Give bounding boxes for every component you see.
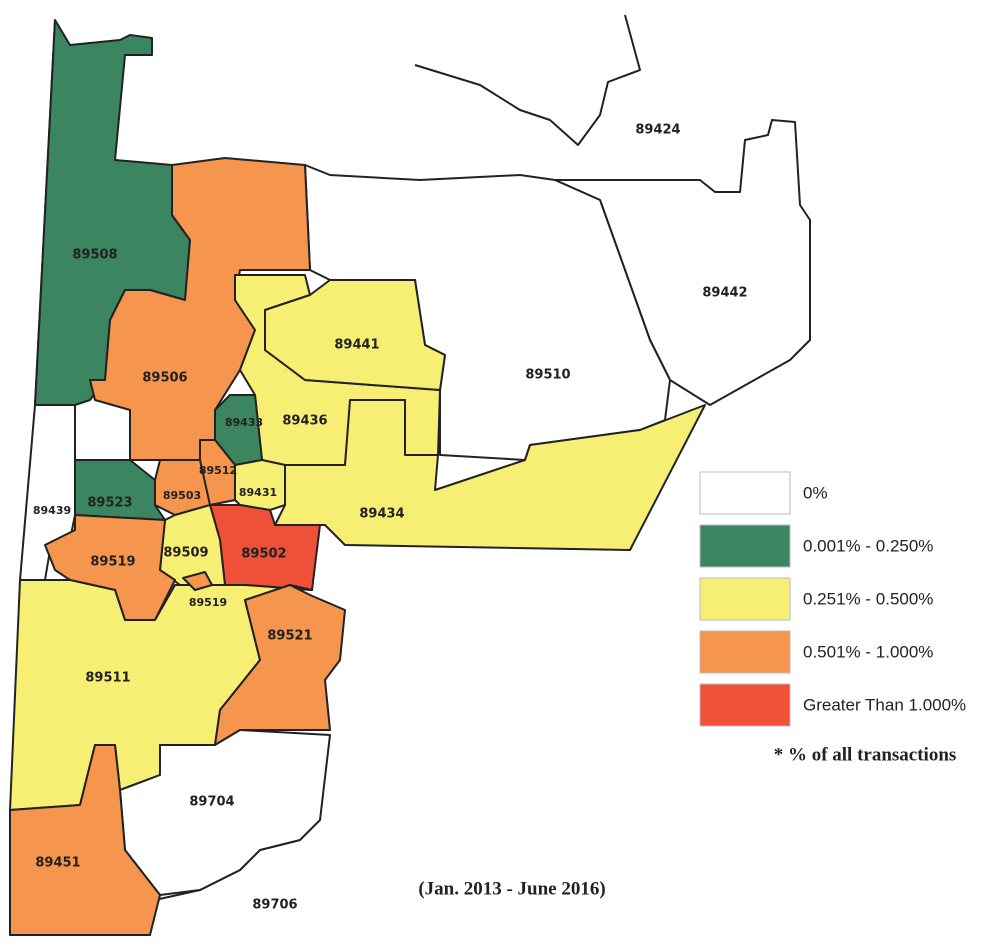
zip-label: 89503: [163, 489, 201, 502]
boundary-89424: [414, 14, 641, 146]
zip-label: 89506: [142, 371, 187, 386]
legend-label: 0.001% - 0.250%: [803, 536, 933, 555]
region-89704: [119, 729, 331, 896]
region-89441: [264, 279, 446, 391]
zip-label: 89519: [189, 596, 227, 609]
zip-label: 89509: [163, 546, 208, 561]
zip-label: 89704: [189, 795, 234, 810]
zip-label: 89442: [702, 286, 747, 301]
legend-swatch: [699, 683, 791, 727]
legend-swatch: [699, 471, 791, 515]
zip-label: 89512: [199, 464, 237, 477]
legend-label: 0%: [803, 483, 828, 502]
zip-label: 89439: [33, 504, 71, 517]
zip-label: 89424: [635, 123, 680, 138]
legend-swatch: [699, 630, 791, 674]
legend-swatch: [699, 524, 791, 568]
region-89519: [44, 514, 176, 621]
zip-label: 89511: [85, 671, 130, 686]
zip-label: 89510: [525, 368, 570, 383]
zip-label: 89523: [87, 496, 132, 511]
zip-label: 89451: [35, 856, 80, 871]
zip-label: 89441: [334, 338, 379, 353]
region-89519-small: [182, 571, 213, 591]
region-89451: [9, 744, 161, 936]
zip-label: 89431: [239, 486, 277, 499]
zip-label: 89521: [267, 629, 312, 644]
legend-swatch: [699, 577, 791, 621]
legend-note: * % of all transactions: [774, 744, 957, 765]
zip-label: 89519: [90, 555, 135, 570]
zip-label: 89434: [359, 507, 404, 522]
zip-label: 89706: [252, 898, 297, 913]
legend: 0% 0.001% - 0.250% 0.251% - 0.500% 0.501% -…: [699, 471, 966, 727]
zip-label: 89502: [241, 547, 286, 562]
zip-label: 89433: [225, 416, 263, 429]
region-89431: [234, 459, 286, 511]
legend-label: Greater Than 1.000%: [803, 695, 966, 714]
zip-label: 89436: [282, 414, 327, 429]
legend-label: 0.501% - 1.000%: [803, 642, 933, 661]
date-range: (Jan. 2013 - June 2016): [418, 878, 605, 899]
zip-label: 89508: [72, 248, 117, 263]
region-89521: [214, 584, 346, 746]
legend-label: 0.251% - 0.500%: [803, 589, 933, 608]
region-89523: [74, 459, 166, 521]
